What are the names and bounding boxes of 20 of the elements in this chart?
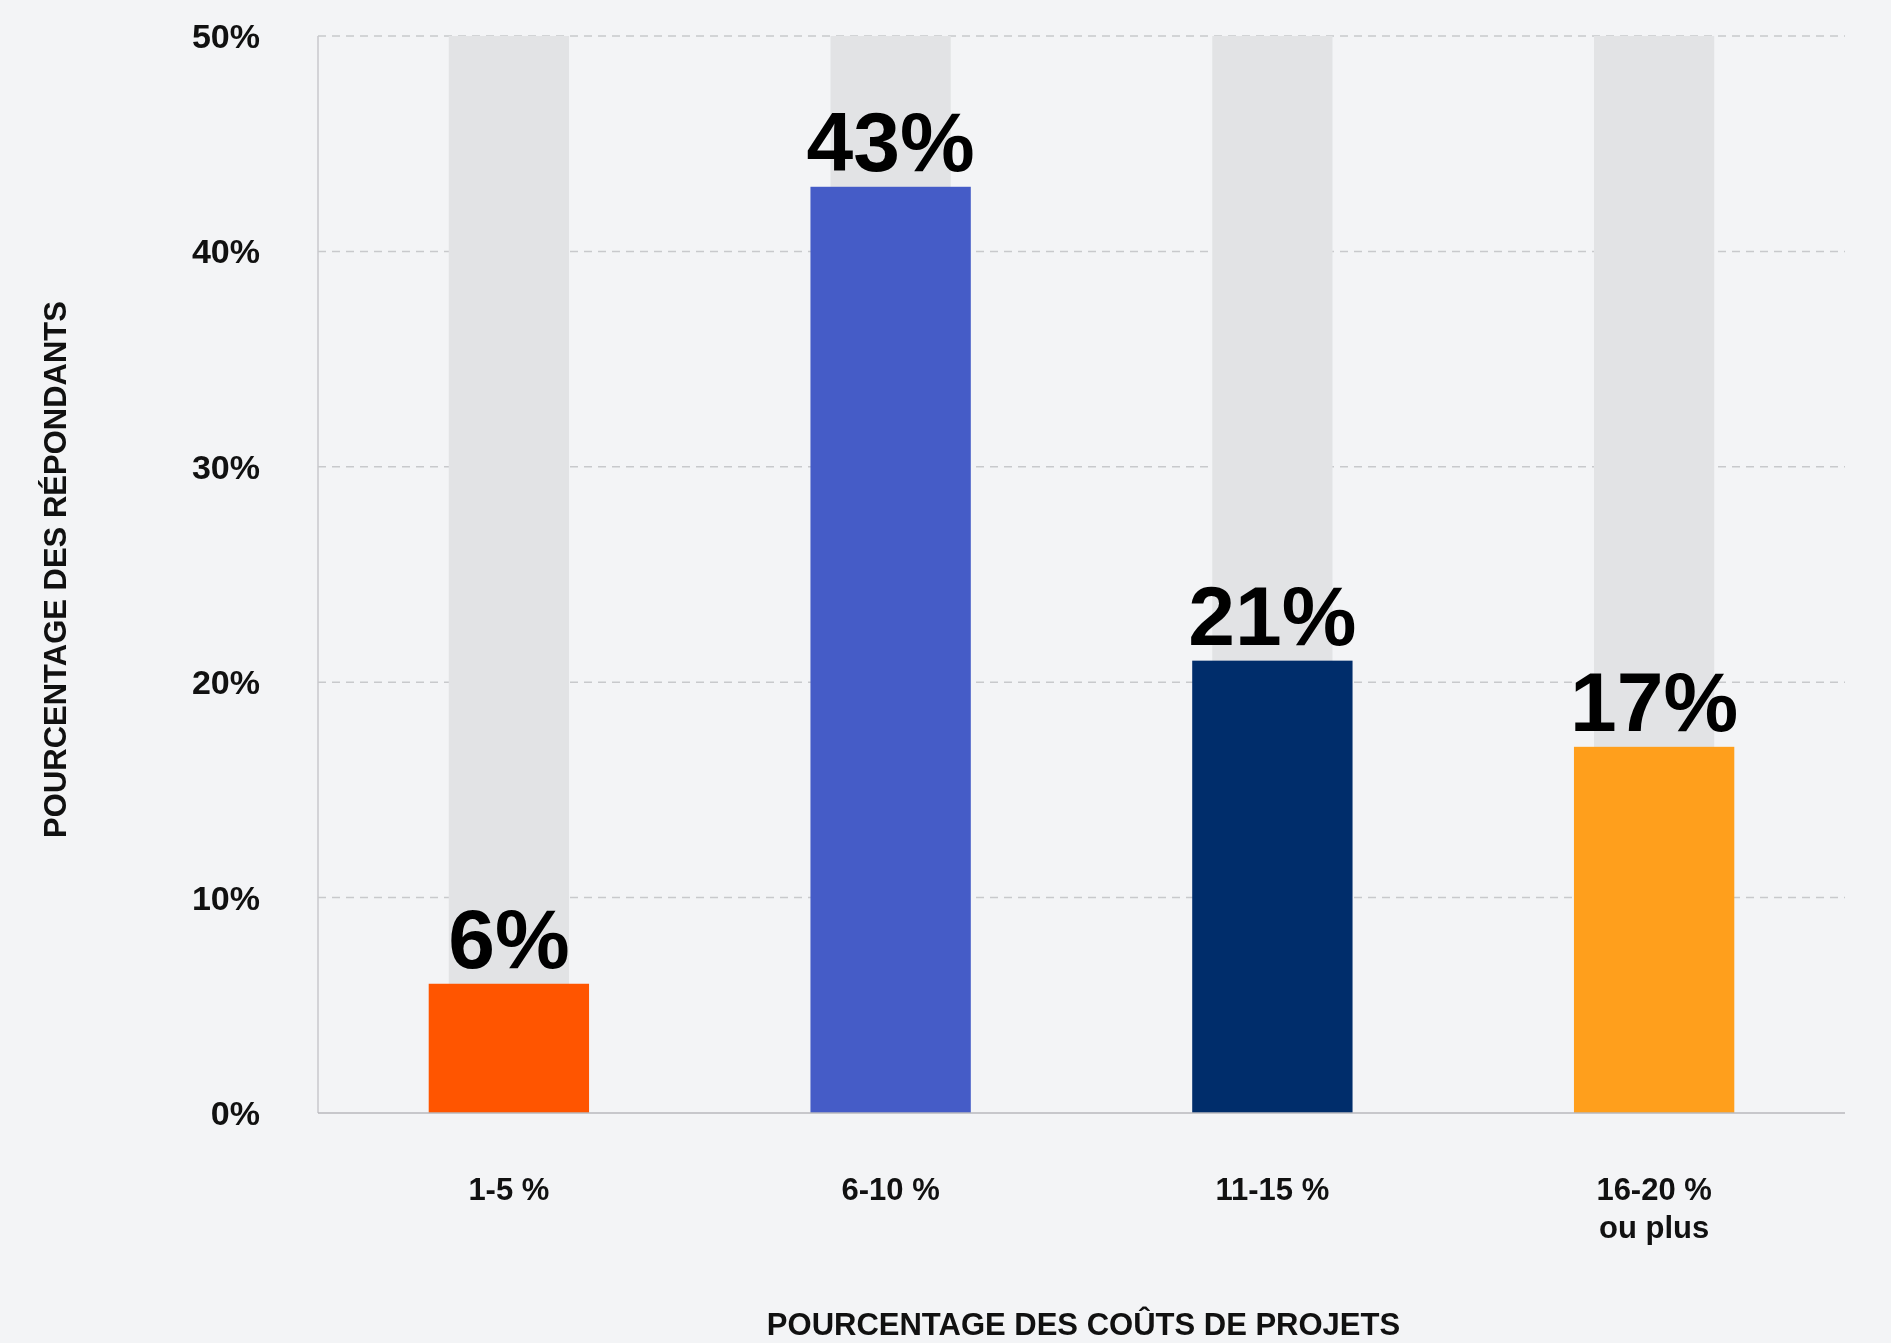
x-tick-label: 16-20 % ou plus bbox=[1596, 1172, 1712, 1245]
y-axis-title: POURCENTAGE DES RÉPONDANTS bbox=[38, 301, 73, 838]
y-tick-label: 40% bbox=[191, 232, 260, 271]
bar bbox=[1192, 660, 1353, 1113]
y-tick-label: 50% bbox=[191, 16, 260, 55]
bar bbox=[1573, 746, 1735, 1113]
data-label: 6% bbox=[448, 891, 570, 986]
y-tick-label: 10% bbox=[191, 878, 260, 917]
y-tick-label: 0% bbox=[210, 1093, 260, 1132]
data-label: 43% bbox=[806, 94, 975, 189]
bar bbox=[428, 983, 590, 1113]
y-tick-label: 20% bbox=[191, 663, 260, 702]
data-label: 17% bbox=[1570, 654, 1739, 749]
bar bbox=[810, 186, 971, 1113]
x-tick-label: 6-10 % bbox=[841, 1172, 940, 1207]
x-axis-title: POURCENTAGE DES COÛTS DE PROJETS bbox=[766, 1306, 1401, 1342]
y-tick-label: 30% bbox=[191, 447, 260, 486]
x-tick-label: 1-5 % bbox=[468, 1172, 550, 1207]
x-tick-label: 11-15 % bbox=[1215, 1172, 1330, 1207]
data-label: 21% bbox=[1188, 568, 1357, 663]
